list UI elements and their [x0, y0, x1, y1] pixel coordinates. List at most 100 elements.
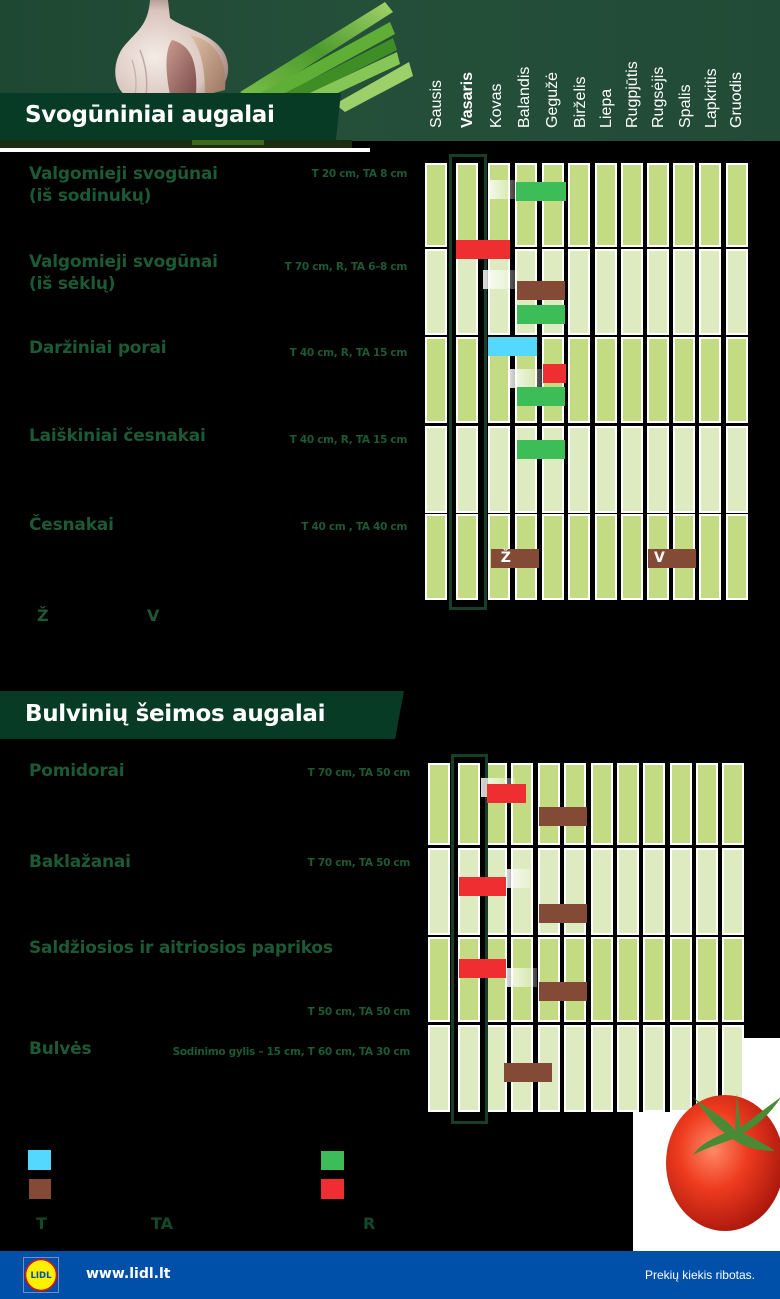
calendar-cell — [722, 937, 744, 1022]
planting-spec: T 70 cm, TA 50 cm — [307, 767, 411, 779]
legend-swatch-red — [321, 1179, 344, 1199]
calendar-cell — [621, 426, 643, 513]
calendar-cell — [643, 848, 665, 935]
calendar-cell — [568, 163, 590, 247]
bar-brown — [539, 807, 587, 826]
calendar-cell — [673, 163, 695, 247]
section-title-banner-nightshade: Bulvinių šeimos augalai — [0, 691, 404, 739]
calendar-cell — [458, 937, 480, 1022]
planting-spec: T 20 cm, TA 8 cm — [311, 168, 408, 180]
plant-name-line: Laiškiniai česnakai — [29, 426, 206, 446]
calendar-cell — [621, 337, 643, 423]
calendar-cell — [425, 426, 447, 513]
plant-name: Baklažanai — [29, 851, 131, 873]
calendar-cell — [617, 848, 639, 935]
plant-name-line: Saldžiosios ir aitriosios paprikos — [29, 938, 333, 958]
plant-name-line: Pomidorai — [29, 761, 125, 781]
calendar-cell — [726, 426, 748, 513]
bar-ghost — [482, 270, 515, 289]
calendar-cell — [488, 163, 510, 247]
calendar-cell — [670, 848, 692, 935]
planting-spec: T 50 cm, TA 50 cm — [307, 1006, 411, 1018]
month-label: Rugsėjis — [650, 66, 667, 128]
legend-letter-z: Ž — [37, 606, 49, 625]
calendar-cell — [617, 763, 639, 845]
plant-name-subline: (iš sodinukų) — [29, 186, 152, 206]
calendar-cell — [511, 848, 533, 935]
plant-name: Valgomieji svogūnai (iš sodinukų) — [29, 163, 218, 207]
month-label: Gruodis — [728, 71, 745, 128]
bar-brown — [539, 982, 587, 1001]
bar-cyan — [488, 337, 537, 356]
legend-swatch-green — [321, 1151, 344, 1170]
calendar-cell — [488, 249, 510, 335]
calendar-cell — [564, 1025, 586, 1112]
plant-name: Pomidorai — [29, 760, 125, 782]
planting-spec: T 70 cm, R, TA 6–8 cm — [284, 261, 408, 273]
bar-red — [458, 877, 507, 896]
calendar-cell — [511, 763, 533, 845]
banner-underline — [0, 148, 370, 152]
bar-ghost — [506, 869, 530, 888]
calendar-cell — [591, 848, 613, 935]
calendar-cell — [726, 514, 748, 600]
month-label: Gegužė — [544, 71, 561, 128]
legend-abbr-r: R — [363, 1214, 376, 1233]
month-label: Spalis — [677, 84, 694, 128]
current-month-highlight — [449, 154, 487, 610]
month-label: Rugpjūtis — [624, 61, 641, 128]
month-label: Balandis — [516, 66, 533, 128]
calendar-cell — [595, 163, 617, 247]
month-label: Vasaris — [459, 71, 476, 128]
calendar-cell — [538, 937, 560, 1022]
lidl-logo[interactable]: LIDL — [23, 1257, 59, 1293]
month-label: Sausis — [428, 79, 445, 128]
month-label: Kovas — [488, 83, 505, 128]
garlic-illustration-icon — [115, 0, 229, 95]
bar-brown — [516, 281, 565, 300]
calendar-cell — [456, 337, 478, 423]
plant-name: Daržiniai porai — [29, 337, 167, 359]
calendar-cell — [670, 1025, 692, 1112]
calendar-cell — [647, 163, 669, 247]
calendar-cell — [673, 249, 695, 335]
calendar-cell — [591, 1025, 613, 1112]
plant-name: Laiškiniai česnakai — [29, 425, 206, 447]
plant-name: Valgomieji svogūnai (iš sėklų) — [29, 251, 218, 295]
calendar-cell — [568, 249, 590, 335]
plant-name-line: Daržiniai porai — [29, 338, 167, 358]
calendar-cell — [696, 937, 718, 1022]
banner-accent — [192, 140, 264, 145]
calendar-cell — [595, 426, 617, 513]
calendar-cell — [699, 163, 721, 247]
planting-spec: T 40 cm, R, TA 15 cm — [289, 347, 408, 359]
section-title: Svogūniniai augalai — [25, 102, 275, 128]
website-link[interactable]: www.lidl.lt — [86, 1266, 171, 1282]
calendar-cell — [425, 249, 447, 335]
calendar-cell — [485, 763, 507, 845]
calendar-cell — [647, 249, 669, 335]
calendar-cell — [621, 163, 643, 247]
bar-brown: Ž — [490, 549, 540, 568]
calendar-cell — [699, 426, 721, 513]
bar-ghost — [488, 180, 515, 199]
bar-green — [516, 440, 565, 459]
legend-swatch-brown — [29, 1179, 51, 1199]
calendar-cell — [647, 426, 669, 513]
footer-note: Prekių kiekis ribotas. — [644, 1268, 755, 1282]
tomato-illustration-icon — [666, 1093, 780, 1231]
plant-name-line: Česnakai — [29, 515, 114, 535]
lidl-logo-icon: LIDL — [24, 1258, 58, 1292]
bar-brown — [539, 904, 587, 923]
calendar-cell — [617, 1025, 639, 1112]
calendar-cell — [568, 426, 590, 513]
calendar-cell — [670, 937, 692, 1022]
planting-spec: T 70 cm, TA 50 cm — [307, 857, 411, 869]
bar-ghost — [509, 369, 542, 388]
calendar-cell — [670, 763, 692, 845]
calendar-cell — [428, 848, 450, 935]
month-label: Lapkritis — [703, 68, 720, 128]
calendar-cell — [538, 763, 560, 845]
calendar-cell — [722, 763, 744, 845]
section-title: Bulvinių šeimos augalai — [25, 701, 326, 727]
